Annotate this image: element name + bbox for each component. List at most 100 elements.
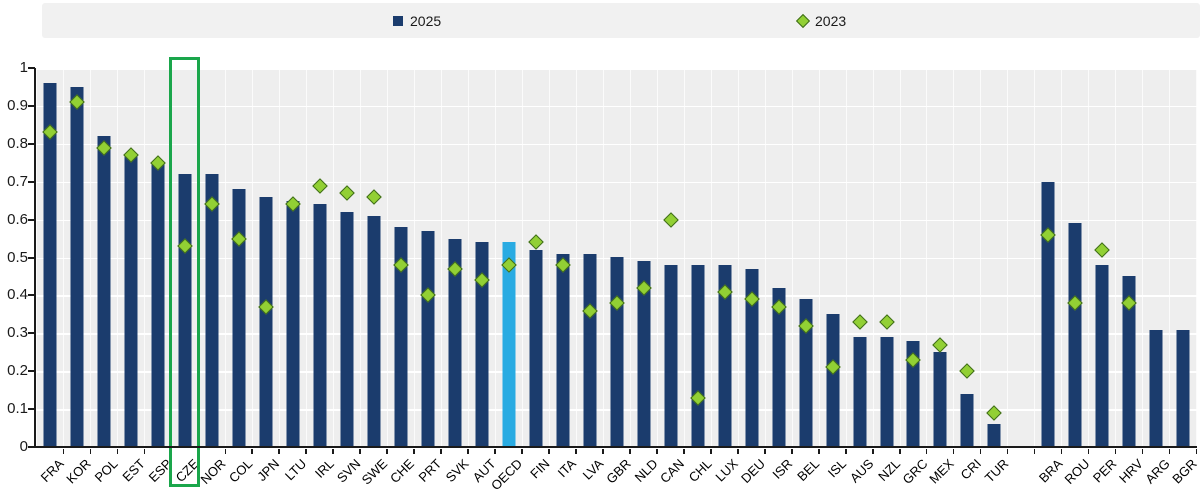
bar-2025-oecd	[502, 242, 516, 447]
bars-row: FRA KOR POL EST ESP CZE NOR COL JPN LTU IRL SVN SWE C…	[36, 68, 1200, 493]
czech-highlight-box	[168, 57, 200, 487]
x-tick-label: PRT	[415, 456, 445, 485]
y-tick-label: 0.6	[7, 210, 28, 228]
bar-2025-nld	[637, 261, 651, 447]
x-tick-label: CAN	[657, 456, 688, 487]
x-tick-label: BEL	[794, 456, 823, 484]
bar-2025-lva	[583, 254, 597, 447]
bar-2025-pol	[97, 136, 111, 447]
x-tick-label: ISR	[769, 456, 796, 482]
bar-2025-bel	[799, 299, 813, 447]
y-tick	[28, 256, 35, 259]
marker-2023-svn	[339, 185, 355, 201]
bar-2025-kor	[70, 87, 84, 447]
x-tick-label: DEU	[738, 456, 769, 487]
gridline	[36, 143, 1197, 146]
x-tick-label: SVK	[442, 456, 472, 486]
bar-2025-che	[394, 227, 408, 447]
y-tick	[28, 408, 35, 411]
bar-2025-jpn	[259, 197, 273, 447]
marker-2023-tur	[986, 405, 1003, 421]
x-tick-label: KOR	[63, 456, 94, 487]
y-tick	[28, 142, 35, 145]
x-tick-label: AUS	[846, 456, 877, 486]
bar-2025-svk	[448, 239, 462, 447]
marker-2023-can	[662, 211, 679, 228]
x-axis-line	[34, 445, 1197, 449]
x-tick-label: MEX	[926, 456, 958, 487]
y-tick-label: 0.3	[7, 324, 28, 342]
x-tick-label: GRC	[899, 456, 931, 488]
bar-2025-deu	[745, 269, 759, 447]
x-tick-label: ROU	[1060, 456, 1093, 488]
y-axis-line	[33, 68, 36, 448]
legend-item-2023: 2023	[795, 3, 847, 38]
bar-2025-lux	[718, 265, 732, 447]
bar-2025-nzl	[880, 337, 893, 447]
x-tick-label: IRL	[311, 456, 337, 481]
x-tick-label: COL	[225, 456, 256, 486]
y-tick	[28, 370, 35, 373]
bar-2025-per	[1095, 265, 1109, 447]
bar-2025-esp	[151, 163, 165, 447]
x-tick-label: POL	[91, 456, 121, 486]
marker-2023-swe	[366, 189, 382, 205]
marker-2023-aus	[851, 314, 868, 330]
bar-2025-aus	[853, 337, 867, 447]
bar-2025-chl	[691, 265, 705, 447]
bar-2025-bgr	[1176, 330, 1190, 447]
bar-2025-irl	[313, 204, 327, 447]
x-tick-label: PER	[1089, 456, 1119, 486]
x-tick-label: EST	[119, 456, 148, 485]
x-tick-label: NLD	[631, 456, 661, 486]
bar-2025-ltu	[286, 201, 300, 447]
y-tick	[28, 104, 35, 107]
x-tick-label: CRI	[957, 456, 985, 483]
y-tick	[28, 218, 35, 221]
bar-2025-gbr	[610, 257, 624, 447]
x-tick-label: NOR	[197, 456, 229, 488]
bar-2025-nor	[205, 174, 219, 447]
x-tick-label: CHE	[387, 456, 418, 487]
y-tick	[28, 67, 35, 69]
x-tick-label: SWE	[358, 456, 391, 488]
x-tick-label: CHL	[685, 456, 715, 486]
bar-2025-fra	[43, 83, 57, 447]
gridline	[36, 105, 1197, 108]
x-tick-label: FRA	[37, 456, 67, 485]
legend: 2025 2023	[42, 3, 1200, 38]
bar-2025-bra	[1041, 182, 1055, 447]
bar-2025-est	[124, 155, 138, 447]
marker-2023-mex	[932, 336, 949, 353]
x-tick-label: BGR	[1169, 456, 1200, 487]
marker-2023-fin	[527, 234, 544, 251]
bar-2025-arg	[1149, 330, 1163, 447]
bar-2025-hrv	[1122, 276, 1136, 447]
legend-item-2025: 2025	[393, 3, 441, 38]
x-tick-label: GBR	[602, 456, 634, 487]
x-tick-label: FIN	[526, 456, 553, 482]
x-tick-label: ISL	[824, 456, 850, 481]
y-tick	[28, 180, 35, 183]
diamond-series-swatch-icon	[795, 13, 811, 28]
x-tick-label: TUR	[981, 456, 1012, 486]
bar-2025-mex	[933, 352, 947, 447]
x-tick-label: SVN	[333, 456, 364, 486]
bar-2025-cri	[960, 394, 974, 447]
x-tick-label: ITA	[555, 456, 580, 481]
bar-2025-isl	[826, 314, 840, 447]
y-tick-label: 0.9	[7, 96, 28, 114]
y-tick	[28, 294, 35, 297]
marker-2023-cri	[959, 363, 976, 379]
bar-2025-isr	[772, 288, 786, 447]
x-tick-label: JPN	[254, 456, 283, 484]
bar-2025-can	[664, 265, 678, 447]
legend-label-2023: 2023	[815, 12, 847, 29]
marker-2023-per	[1094, 242, 1111, 258]
x-tick-label: HRV	[1116, 456, 1146, 486]
y-tick-label: 0.7	[7, 172, 28, 190]
y-tick-label: 0.2	[7, 362, 28, 380]
marker-2023-irl	[312, 177, 328, 194]
gridline	[36, 181, 1197, 184]
y-tick-label: 0.8	[7, 134, 28, 152]
